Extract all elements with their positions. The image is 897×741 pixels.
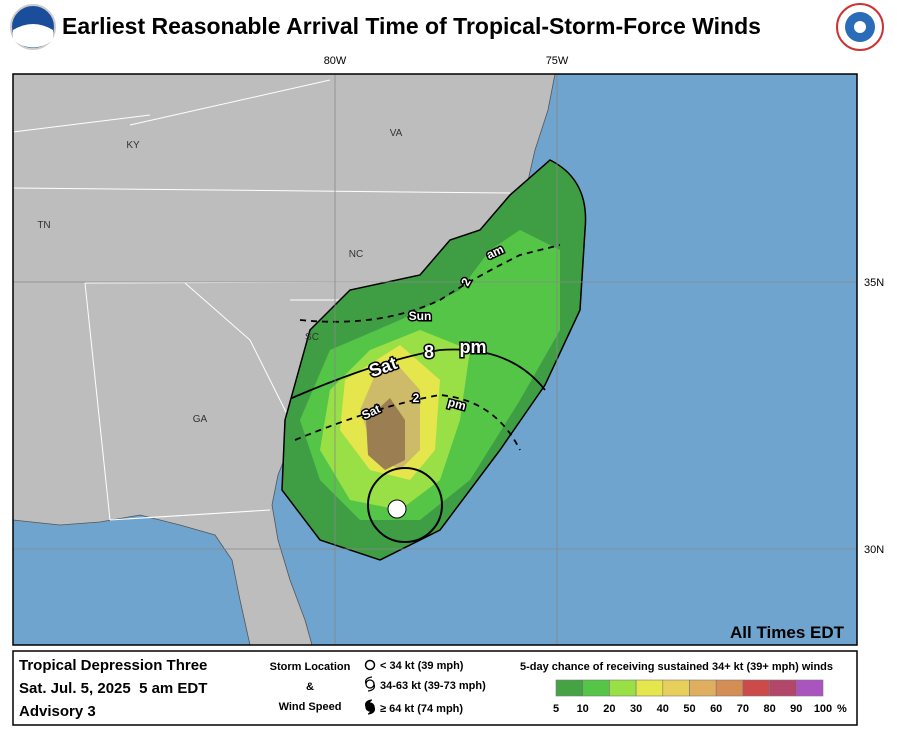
- scale-box: [582, 679, 610, 697]
- lon-label: 80W: [324, 55, 347, 67]
- scale-box: [715, 679, 744, 697]
- lon-label: 75W: [546, 55, 569, 67]
- legend-label: Storm Location: [270, 661, 351, 673]
- time-day: Sun: [409, 309, 432, 323]
- symbol-hu: [364, 699, 376, 715]
- legend-item: 34-63 kt (39-73 mph): [380, 680, 486, 692]
- scale-box: [635, 679, 664, 697]
- scale-label: 80: [763, 703, 775, 715]
- time-period: pm: [460, 337, 487, 357]
- noaa-logo: [10, 4, 56, 50]
- map: [13, 74, 857, 645]
- symbol-td: [364, 659, 376, 671]
- advisory-number: Advisory 3: [19, 703, 96, 720]
- scale-box: [609, 679, 637, 697]
- scale-box: [795, 679, 824, 697]
- time-period: pm: [446, 395, 467, 413]
- legend-item: ≥ 64 kt (74 mph): [380, 703, 463, 715]
- legend-label: &: [306, 681, 314, 693]
- title: Earliest Reasonable Arrival Time of Trop…: [62, 13, 761, 39]
- scale-label: 70: [737, 703, 749, 715]
- scale-label: 90: [790, 703, 802, 715]
- state-label: KY: [126, 140, 140, 151]
- state-label: GA: [193, 414, 208, 425]
- scale-box: [555, 679, 584, 697]
- scale-box: [769, 679, 797, 697]
- storm-radius: [367, 467, 443, 543]
- time-hour: 2: [413, 391, 420, 405]
- scale-label: 30: [630, 703, 642, 715]
- scale-label: 60: [710, 703, 722, 715]
- scale-box: [662, 679, 690, 697]
- scale-label: 20: [603, 703, 615, 715]
- scale-label: 50: [683, 703, 695, 715]
- state-label: TN: [37, 220, 50, 231]
- symbol-ts: [364, 676, 376, 692]
- graticule: [13, 74, 857, 645]
- advisory-date: Sat. Jul. 5, 2025 5 am EDT: [19, 680, 207, 697]
- scale-label: 100: [814, 703, 832, 715]
- lat-label: 35N: [864, 277, 884, 289]
- storm-location: [387, 499, 407, 519]
- scale-label: 5: [553, 703, 559, 715]
- time-lines: [291, 244, 561, 451]
- scale-label: 10: [577, 703, 589, 715]
- color-scale: 5 10 20 30 40 50 60 70 80 90 100%: [553, 679, 847, 715]
- state-label: SC: [305, 332, 319, 343]
- scale-label: 40: [657, 703, 669, 715]
- map-frame: [12, 73, 858, 646]
- state-label: VA: [390, 128, 403, 139]
- legend-label: Wind Speed: [279, 701, 342, 713]
- nws-logo: [836, 3, 884, 51]
- time-hour: 8: [424, 342, 434, 362]
- scale-box: [742, 679, 770, 697]
- scale-unit: %: [837, 703, 847, 715]
- state-label: NC: [349, 249, 363, 260]
- scale-box: [689, 679, 717, 697]
- scale-title: 5-day chance of receiving sustained 34+ …: [520, 661, 833, 673]
- storm-name: Tropical Depression Three: [19, 657, 207, 674]
- lat-label: 30N: [864, 544, 884, 556]
- legend-item: < 34 kt (39 mph): [380, 660, 464, 672]
- time-note: All Times EDT: [730, 623, 845, 642]
